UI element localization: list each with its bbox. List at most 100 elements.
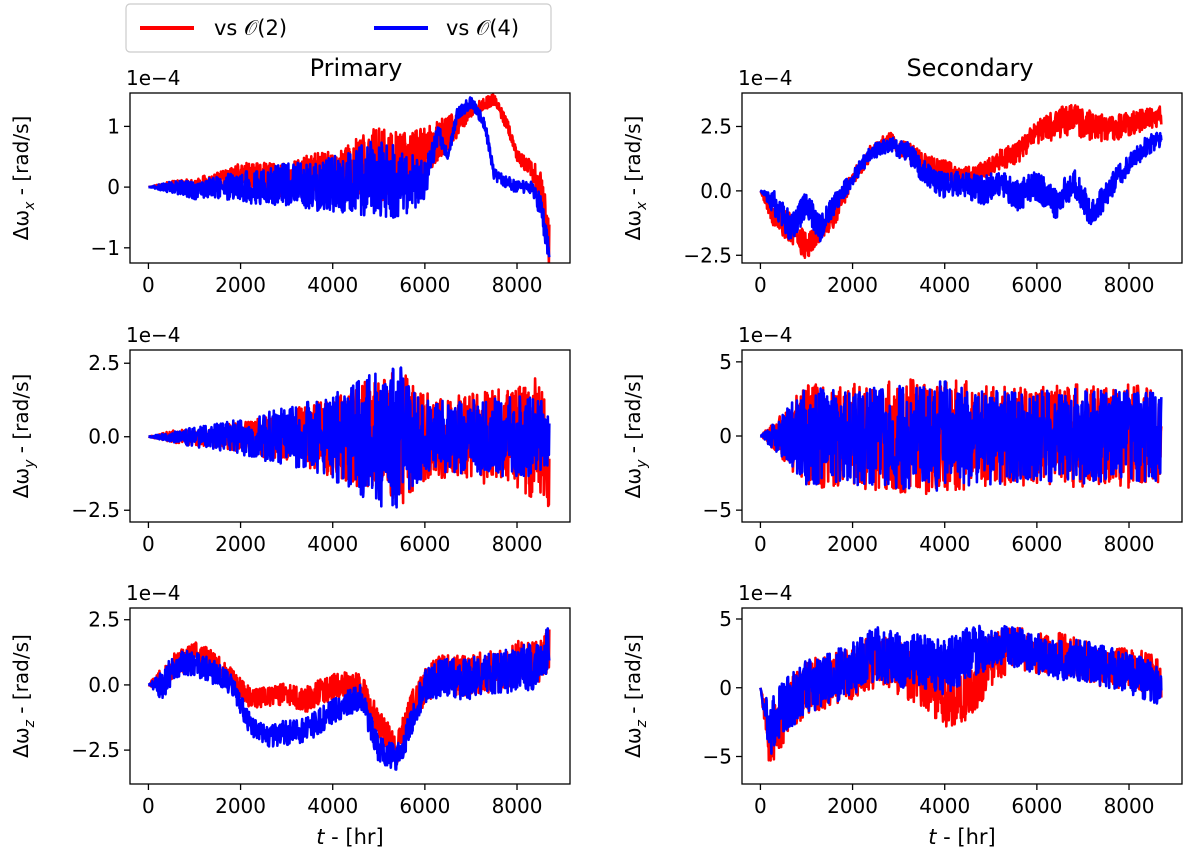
scale-label: 1e−4 bbox=[126, 66, 181, 90]
x-tick-label: 4000 bbox=[919, 794, 970, 818]
legend: vs 𝒪(2) vs 𝒪(4) bbox=[125, 3, 552, 53]
x-tick-label: 0 bbox=[142, 273, 155, 297]
x-tick-label: 8000 bbox=[1104, 794, 1155, 818]
scale-label: 1e−4 bbox=[738, 323, 793, 347]
x-tick-label: 8000 bbox=[492, 273, 543, 297]
y-axis-label-main: Δω bbox=[9, 210, 33, 240]
y-axis-label-units: - [rad/s] bbox=[621, 634, 645, 720]
x-tick-label: 2000 bbox=[827, 532, 878, 556]
y-axis-label: Δωz - [rad/s] bbox=[9, 634, 38, 758]
legend-label-order2: vs 𝒪(2) bbox=[214, 16, 287, 40]
y-axis-label-units: - [rad/s] bbox=[9, 374, 33, 460]
scale-label: 1e−4 bbox=[126, 323, 181, 347]
x-tick-label: 0 bbox=[142, 532, 155, 556]
y-tick-label: 1 bbox=[107, 114, 120, 138]
x-tick-label: 2000 bbox=[215, 794, 266, 818]
x-axis-label-units: - [hr] bbox=[324, 825, 383, 849]
panel-primary-x: 0 2000 4000 6000 8000 −1 0 11e−4 Δωx - [rad/s] bbox=[9, 66, 571, 297]
y-tick-label: 2.5 bbox=[700, 114, 732, 138]
legend-label-order4: vs 𝒪(4) bbox=[446, 16, 519, 40]
x-tick-label: 2000 bbox=[827, 794, 878, 818]
x-tick-label: 4000 bbox=[307, 273, 358, 297]
y-tick-label: −5 bbox=[703, 498, 732, 522]
y-axis-label-main: Δω bbox=[621, 210, 645, 240]
x-tick-label: 4000 bbox=[307, 532, 358, 556]
x-tick-label: 6000 bbox=[399, 532, 450, 556]
series-line-order4 bbox=[759, 624, 1163, 755]
plot-frame bbox=[129, 349, 571, 523]
y-axis-label: Δωy - [rad/s] bbox=[621, 374, 650, 499]
x-tick-label: 6000 bbox=[1011, 794, 1062, 818]
scale-label: 1e−4 bbox=[126, 581, 181, 605]
y-tick-label: 2.5 bbox=[88, 608, 120, 632]
x-tick-label: 4000 bbox=[919, 273, 970, 297]
y-tick-label: 0 bbox=[719, 676, 732, 700]
y-axis-label-subscript: z bbox=[634, 719, 650, 728]
series-line-order4 bbox=[759, 380, 1163, 492]
panel-secondary-z: 0 2000 4000 6000 8000 −5 0 51e−4 Δωz - [rad/s] t … bbox=[621, 581, 1183, 849]
x-tick-label: 8000 bbox=[492, 532, 543, 556]
y-axis-label-main: Δω bbox=[621, 468, 645, 498]
legend-frame bbox=[125, 3, 552, 53]
y-axis-label-main: Δω bbox=[621, 727, 645, 757]
x-tick-label: 2000 bbox=[827, 273, 878, 297]
y-axis-label-units: - [rad/s] bbox=[9, 634, 33, 720]
column-title-primary: Primary bbox=[310, 54, 403, 82]
y-axis-label-main: Δω bbox=[9, 468, 33, 498]
panel-secondary-y: 0 2000 4000 6000 8000 −5 0 51e−4 Δωy - [rad/s] bbox=[621, 323, 1183, 556]
x-tick-label: 0 bbox=[142, 794, 155, 818]
y-axis-label-subscript: y bbox=[634, 459, 650, 469]
y-tick-label: 0.0 bbox=[700, 179, 732, 203]
x-tick-label: 4000 bbox=[919, 532, 970, 556]
y-axis-label: Δωy - [rad/s] bbox=[9, 374, 38, 499]
y-axis-label-main: Δω bbox=[9, 727, 33, 757]
y-tick-label: 2.5 bbox=[88, 351, 120, 375]
y-tick-label: −1 bbox=[91, 236, 120, 260]
scale-label: 1e−4 bbox=[738, 581, 793, 605]
y-axis-label-subscript: x bbox=[22, 201, 38, 211]
y-tick-label: −2.5 bbox=[71, 738, 120, 762]
x-axis-label: t - [hr] bbox=[316, 825, 384, 849]
x-tick-label: 6000 bbox=[1011, 273, 1062, 297]
x-tick-label: 2000 bbox=[215, 273, 266, 297]
x-tick-label: 0 bbox=[754, 794, 767, 818]
y-axis-label-units: - [rad/s] bbox=[621, 116, 645, 202]
column-title-secondary: Secondary bbox=[906, 54, 1033, 82]
y-tick-label: 5 bbox=[719, 350, 732, 374]
x-tick-label: 6000 bbox=[399, 794, 450, 818]
x-tick-label: 2000 bbox=[215, 532, 266, 556]
x-axis-label: t - [hr] bbox=[928, 825, 996, 849]
y-axis-label-subscript: y bbox=[22, 459, 38, 469]
y-tick-label: 0 bbox=[107, 175, 120, 199]
y-tick-label: −5 bbox=[703, 745, 732, 769]
x-axis-label-var: t bbox=[928, 825, 937, 849]
series-line-order4 bbox=[147, 366, 551, 509]
plot-frame bbox=[741, 92, 1183, 264]
x-tick-label: 0 bbox=[754, 532, 767, 556]
y-tick-label: 0.0 bbox=[88, 673, 120, 697]
series-line-order4 bbox=[147, 96, 551, 258]
x-tick-label: 4000 bbox=[307, 794, 358, 818]
x-tick-label: 8000 bbox=[492, 794, 543, 818]
y-axis-label: Δωx - [rad/s] bbox=[9, 116, 38, 241]
series-line-order4 bbox=[759, 131, 1163, 243]
plot-frame bbox=[129, 607, 571, 785]
y-axis-label: Δωz - [rad/s] bbox=[621, 634, 650, 758]
y-tick-label: 0 bbox=[719, 424, 732, 448]
x-tick-label: 8000 bbox=[1104, 532, 1155, 556]
y-axis-label-subscript: z bbox=[22, 719, 38, 728]
x-tick-label: 8000 bbox=[1104, 273, 1155, 297]
scale-label: 1e−4 bbox=[738, 66, 793, 90]
x-axis-label-units: - [hr] bbox=[936, 825, 995, 849]
y-axis-label-units: - [rad/s] bbox=[621, 374, 645, 460]
y-axis-label-units: - [rad/s] bbox=[9, 116, 33, 202]
y-tick-label: −2.5 bbox=[683, 243, 732, 267]
plot-frame bbox=[741, 607, 1183, 785]
series-line-order4 bbox=[147, 627, 551, 771]
panel-primary-y: 0 2000 4000 6000 8000 −2.5 0.0 2.51e−4 Δωy - [ra… bbox=[9, 323, 571, 556]
plot-frame bbox=[129, 92, 571, 264]
x-axis-label-var: t bbox=[316, 825, 325, 849]
x-tick-label: 6000 bbox=[399, 273, 450, 297]
